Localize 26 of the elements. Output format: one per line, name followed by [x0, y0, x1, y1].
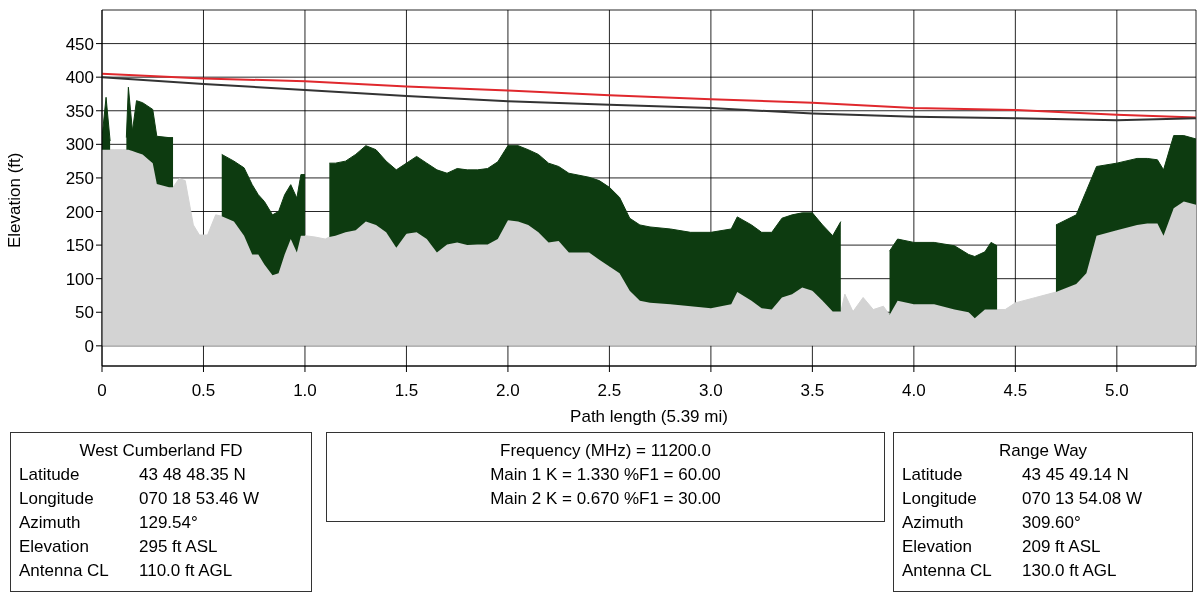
x-tick-label: 0.5 [191, 381, 216, 401]
x-tick-label: 1.0 [293, 381, 317, 401]
y-tick-label: 300 [65, 135, 94, 155]
x-tick-label: 1.5 [394, 381, 419, 401]
y-tick-label: 250 [65, 168, 94, 188]
x-tick-label: 4.5 [1003, 381, 1028, 401]
text: Range Way Latitude 43 45 49.14 N Longitude 070 13 54.08 W Azimuth 309.60° Elevation 209 ft ASL Antenna CL 130.0 ft AGL [902, 441, 1143, 580]
y-tick-label: 150 [65, 236, 94, 256]
x-tick-label: 0 [97, 381, 107, 401]
text: West Cumberland FD Latitude 43 48 48.35 N Longitude 070 18 53.46 W Azimuth 129.54° Elevation 295 ft ASL Antenna CL 110.0 ft AGL [19, 441, 260, 580]
y-tick-label: 200 [65, 202, 94, 222]
x-tick-label: 3.0 [699, 381, 723, 401]
y-tick-label: 400 [65, 68, 94, 88]
y-tick-label: 100 [65, 269, 94, 289]
x-axis-title: Path length (5.39 mi) [570, 407, 728, 426]
x-tick-label: 2.5 [597, 381, 622, 401]
x-tick-label: 3.5 [800, 381, 825, 401]
y-tick-label: 0 [84, 336, 94, 356]
x-tick-label: 4.0 [902, 381, 926, 401]
text: Frequency (MHz) = 11200.0 Main 1 K = 1.330 %F1 = 60.00 Main 2 K = 0.670 %F1 = 30.00 [489, 440, 722, 510]
y-tick-label: 350 [65, 101, 94, 121]
x-tick-label: 5.0 [1105, 381, 1129, 401]
y-axis-title: Elevation (ft) [5, 152, 25, 248]
x-tick-label: 2.0 [496, 381, 520, 401]
y-tick-label: 450 [65, 34, 94, 54]
y-tick-label: 50 [75, 303, 94, 323]
